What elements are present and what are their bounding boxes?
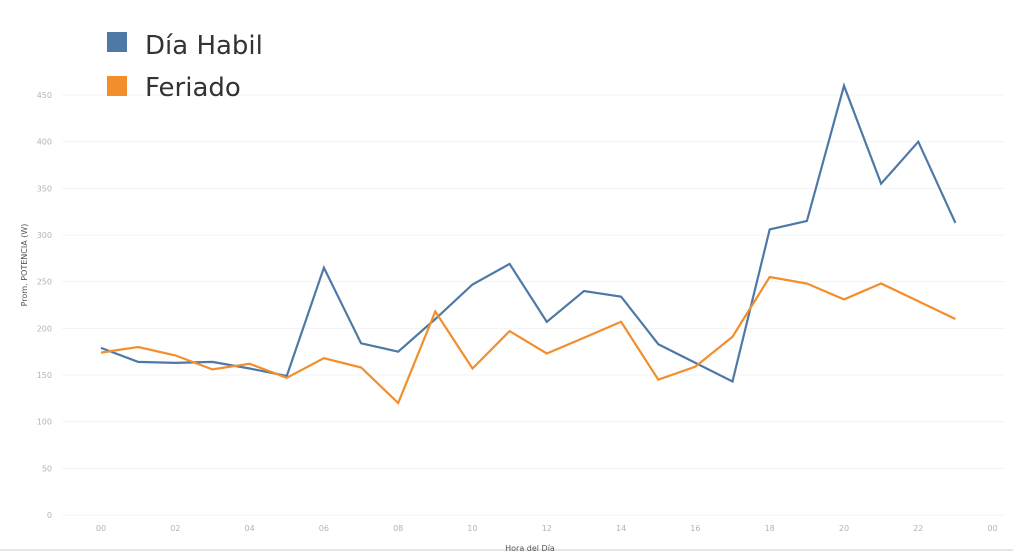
series-line-dia-habil	[100, 82, 957, 384]
x-tick-label: 20	[839, 524, 849, 533]
y-tick-label: 250	[37, 278, 52, 287]
x-axis: 00 02 04 06 08 10 12 14 16 18 20 22 00	[96, 524, 998, 533]
legend-label-feriado: Feriado	[145, 73, 241, 103]
legend-swatch-dia-habil	[107, 32, 127, 52]
series-layer	[100, 82, 957, 405]
x-axis-title: Hora del Día	[505, 544, 555, 553]
grid	[62, 94, 1005, 516]
x-tick-label: 02	[170, 524, 180, 533]
x-tick-label: 10	[467, 524, 477, 533]
x-tick-label: 06	[319, 524, 329, 533]
x-tick-label: 04	[245, 524, 255, 533]
x-tick-label: 18	[765, 524, 775, 533]
y-tick-label: 0	[47, 511, 52, 520]
y-axis-title: Prom. POTENCIA (W)	[20, 224, 29, 307]
y-tick-label: 50	[42, 464, 52, 473]
y-tick-label: 450	[37, 91, 52, 100]
y-tick-label: 350	[37, 184, 52, 193]
legend-label-dia-habil: Día Habil	[145, 31, 263, 61]
x-tick-label: 00	[96, 524, 106, 533]
x-tick-label: 16	[690, 524, 700, 533]
y-tick-label: 100	[37, 418, 52, 427]
y-tick-label: 150	[37, 371, 52, 380]
legend-swatch-feriado	[107, 76, 127, 96]
x-tick-label: 08	[393, 524, 403, 533]
y-tick-label: 400	[37, 138, 52, 147]
series-line-feriado	[100, 275, 956, 405]
legend: Día Habil Feriado	[107, 31, 263, 103]
y-tick-label: 300	[37, 231, 52, 240]
x-tick-label: 22	[913, 524, 923, 533]
y-axis: 0 50 100 150 200 250 300 350 400 450	[37, 91, 52, 520]
x-tick-label: 00	[988, 524, 998, 533]
x-tick-label: 14	[616, 524, 626, 533]
x-tick-label: 12	[542, 524, 552, 533]
y-tick-label: 200	[37, 324, 52, 333]
